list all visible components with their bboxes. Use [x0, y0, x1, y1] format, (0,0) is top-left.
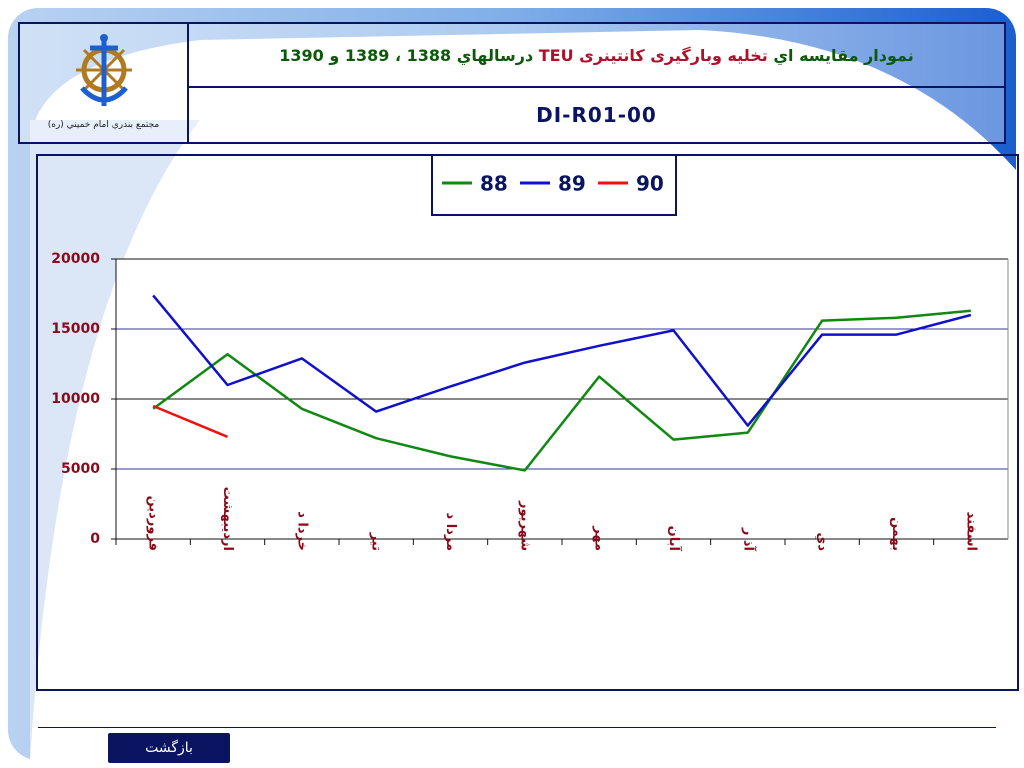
chart: 0 5000 10000 15000 20000 فروردين ارديبهشت خردا …	[36, 154, 1019, 691]
logo-cell: مجتمع بندري امام خميني (ره)	[20, 24, 189, 142]
x-tick-label: بهمن	[889, 517, 904, 551]
x-tick-label: آذ ر	[740, 527, 757, 552]
x-tick-label: آبان	[666, 526, 683, 552]
x-tick-label: شهريور	[517, 500, 532, 551]
x-tick-label: خردا د	[294, 511, 309, 551]
series-line	[152, 309, 971, 472]
logo	[76, 34, 132, 106]
x-tick-label: مهر	[592, 525, 607, 551]
x-tick-label: ارديبهشت	[220, 487, 235, 551]
legend-box	[431, 154, 677, 216]
legend-label: 88	[480, 172, 508, 196]
x-tick-label: دي	[815, 532, 830, 551]
x-tick-label: تير	[369, 532, 384, 551]
title-part: درسالهاي 1388 ، 1389 و 1390	[279, 45, 534, 65]
back-button[interactable]: بازگشت	[108, 733, 230, 763]
title-row: نمودار مقايسه اي تخليه وبارگيری كانتينری…	[189, 24, 1004, 88]
y-tick-label: 0	[90, 531, 100, 547]
x-tick-label: اسفند	[963, 512, 978, 551]
legend-label: 89	[558, 172, 586, 196]
x-tick-label: فروردين	[146, 496, 161, 551]
title-part: نمودار مقايسه اي	[773, 45, 914, 65]
y-tick-label: 5000	[61, 461, 100, 477]
footer-rule	[38, 727, 996, 728]
series-line	[152, 404, 228, 438]
legend-label: 90	[636, 172, 664, 196]
logo-caption: مجتمع بندري امام خميني (ره)	[47, 120, 160, 130]
title-part: تخليه وبارگيری كانتينری TEU	[538, 45, 768, 65]
y-tick-label: 20000	[51, 251, 100, 267]
y-tick-label: 15000	[51, 321, 100, 337]
y-tick-label: 10000	[51, 391, 100, 407]
series-line	[152, 294, 972, 427]
x-tick-label: مردا د	[443, 513, 458, 551]
header: مجتمع بندري امام خميني (ره) نمودار مقايس…	[18, 22, 1006, 144]
document-code: DI-R01-00	[536, 103, 657, 127]
